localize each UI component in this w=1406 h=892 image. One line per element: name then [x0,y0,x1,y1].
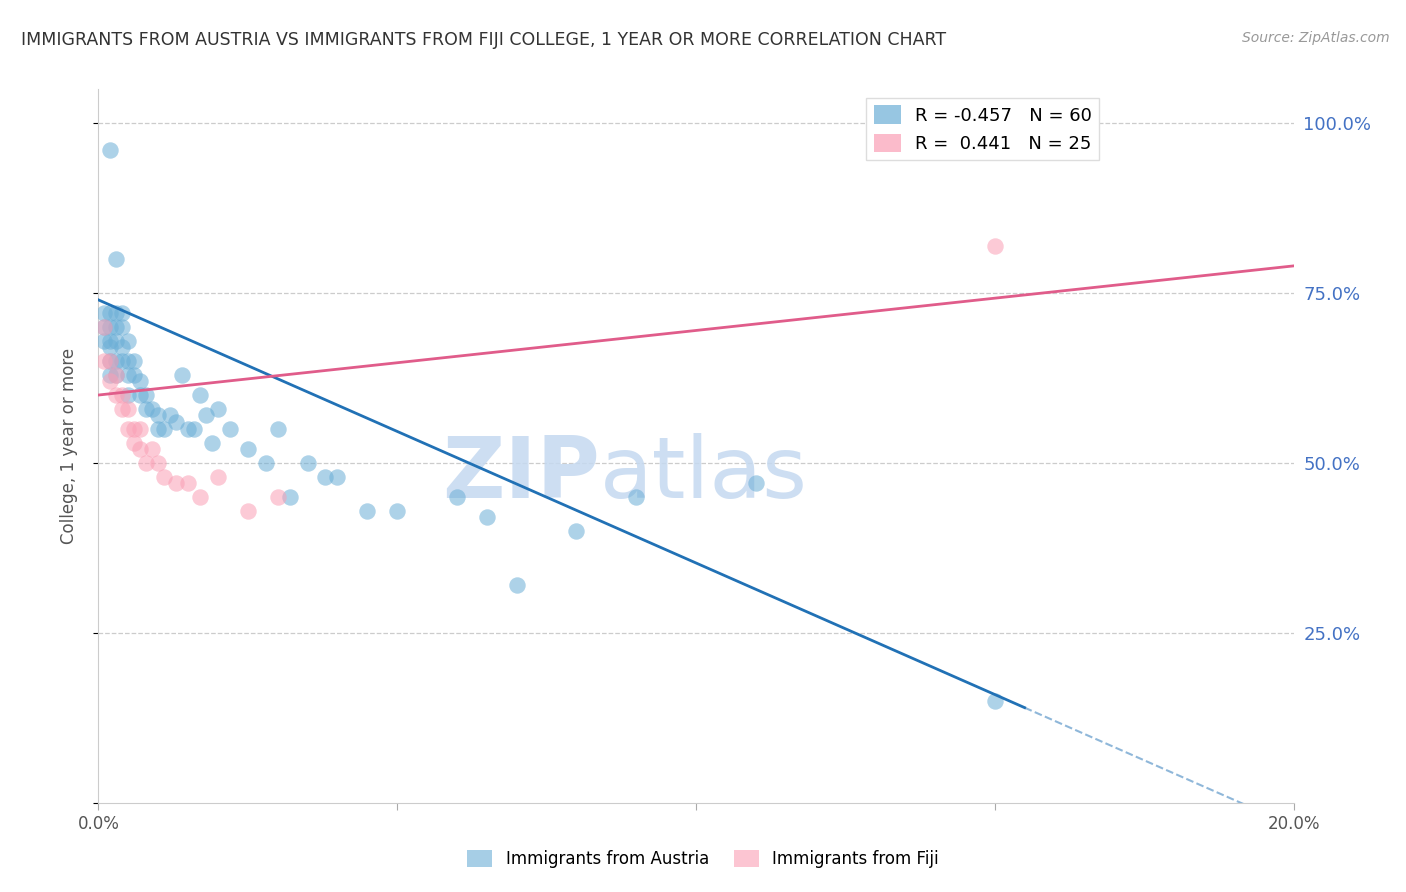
Point [98,334,122,348]
Point [93,306,115,320]
Point [475,510,498,524]
Point [93,320,115,334]
Point [111,306,134,320]
Point [984,238,1007,252]
Point [254,456,277,470]
Point [129,388,152,402]
Point [129,422,152,436]
Point [124,422,146,436]
Point [177,476,200,491]
Point [326,469,349,483]
Point [117,334,139,348]
Point [98,306,122,320]
Point [165,415,187,429]
Point [141,442,163,457]
Point [135,401,157,416]
Point [236,442,259,457]
Point [183,422,205,436]
Point [98,375,122,389]
Point [148,409,170,423]
Point [565,524,588,538]
Point [201,435,224,450]
Point [159,409,181,423]
Point [117,422,139,436]
Point [446,490,468,504]
Point [111,354,134,368]
Point [129,375,152,389]
Point [165,476,187,491]
Point [129,442,152,457]
Point [267,422,290,436]
Point [105,368,128,382]
Point [111,401,134,416]
Point [506,578,529,592]
Point [135,388,157,402]
Point [117,388,139,402]
Point [356,503,378,517]
Point [117,354,139,368]
Point [188,388,211,402]
Point [626,490,648,504]
Point [98,341,122,355]
Point [745,476,768,491]
Point [117,401,139,416]
Point [172,368,194,382]
Point [236,503,259,517]
Point [385,503,409,517]
Point [111,341,134,355]
Point [315,469,337,483]
Point [105,320,128,334]
Text: atlas: atlas [600,433,808,516]
Point [297,456,319,470]
Text: ZIP: ZIP [443,433,600,516]
Point [207,469,229,483]
Point [148,456,170,470]
Point [111,388,134,402]
Point [153,469,176,483]
Text: Source: ZipAtlas.com: Source: ZipAtlas.com [1241,31,1389,45]
Point [105,368,128,382]
Point [141,401,163,416]
Point [267,490,290,504]
Point [278,490,301,504]
Point [984,694,1007,708]
Point [177,422,200,436]
Legend: R = -0.457   N = 60, R =  0.441   N = 25: R = -0.457 N = 60, R = 0.441 N = 25 [866,98,1099,161]
Point [153,422,176,436]
Legend: Immigrants from Austria, Immigrants from Fiji: Immigrants from Austria, Immigrants from… [461,843,945,875]
Point [98,144,122,158]
Point [195,409,218,423]
Point [105,388,128,402]
Point [124,354,146,368]
Point [117,368,139,382]
Point [105,306,128,320]
Point [93,354,115,368]
Y-axis label: College, 1 year or more: College, 1 year or more [59,348,77,544]
Point [93,334,115,348]
Point [98,354,122,368]
Point [188,490,211,504]
Point [105,354,128,368]
Point [124,368,146,382]
Point [98,354,122,368]
Point [105,252,128,266]
Point [124,435,146,450]
Point [207,401,229,416]
Point [219,422,242,436]
Point [135,456,157,470]
Point [105,334,128,348]
Point [93,320,115,334]
Point [98,368,122,382]
Text: IMMIGRANTS FROM AUSTRIA VS IMMIGRANTS FROM FIJI COLLEGE, 1 YEAR OR MORE CORRELAT: IMMIGRANTS FROM AUSTRIA VS IMMIGRANTS FR… [21,31,946,49]
Point [111,320,134,334]
Point [148,422,170,436]
Point [98,320,122,334]
